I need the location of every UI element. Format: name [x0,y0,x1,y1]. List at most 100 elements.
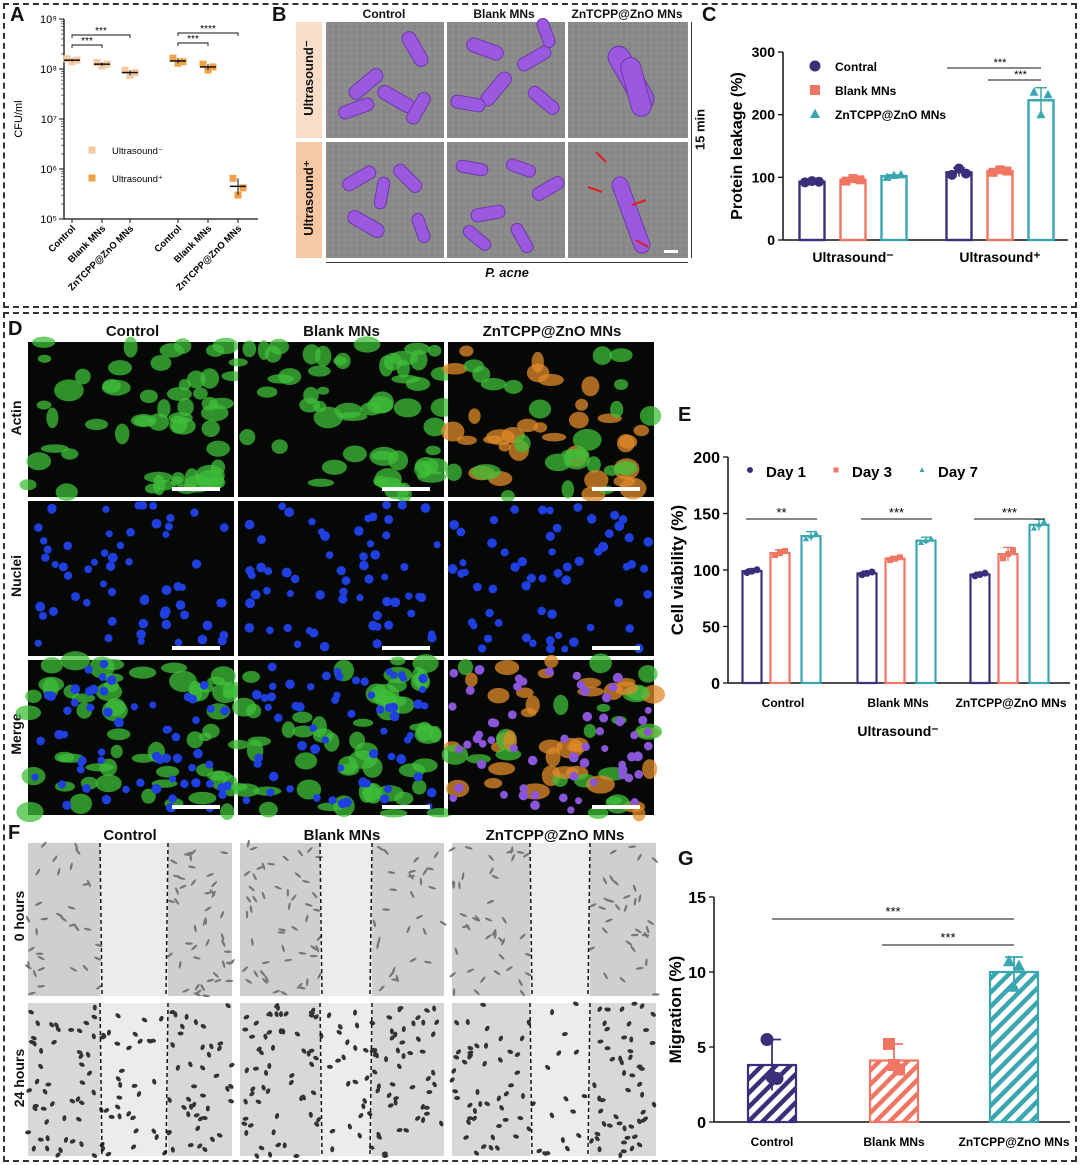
nucleus [544,667,554,676]
cell [589,1138,594,1144]
data-point [855,175,865,185]
x-tick-label: Ultrasound⁺ [959,249,1040,265]
cell [106,1029,111,1036]
nucleus [489,515,499,525]
data-point [772,552,778,559]
cell [514,1070,521,1075]
panel-label-g: G [678,848,694,870]
nucleus [604,529,614,538]
cell [55,1026,61,1032]
data-point [199,60,207,68]
cell [472,1107,477,1114]
cell [407,1051,414,1056]
data-point [770,1072,784,1085]
nucleus [335,672,344,681]
cell [306,1050,311,1057]
cell [190,879,197,886]
cell [486,899,495,904]
cell-body [69,793,93,814]
cell [308,1048,315,1053]
nucleus [582,711,593,722]
nucleus [517,556,527,567]
cell [432,1005,437,1012]
cell-body [553,694,569,716]
cell [622,1070,627,1077]
wound-edge-left [319,842,323,997]
cell-body [487,687,510,704]
nucleus [573,503,583,512]
legend-label: Day 3 [852,464,892,481]
cell [263,1033,268,1040]
nucleus [193,748,203,759]
cell-body [581,376,600,397]
nucleus [595,727,605,736]
cell [34,901,43,906]
cell [252,873,257,881]
cell [297,986,306,990]
significance-label: *** [940,930,955,945]
data-point [995,165,1005,175]
cell [619,1006,625,1012]
cell [25,1130,32,1135]
cell [501,916,507,924]
nucleus [352,676,360,685]
nucleus [161,585,172,596]
cell [625,1087,631,1093]
nucleus [149,501,158,510]
cell [275,1004,280,1011]
nucleus [400,562,409,572]
cell [638,894,642,903]
cell [459,913,468,917]
nucleus [90,558,98,566]
nucleus [220,706,230,716]
cell [422,927,427,936]
cell-body [504,379,523,394]
data-point [813,530,819,536]
nucleus [266,692,276,702]
nucleus [161,619,172,630]
nucleus [217,598,227,608]
cell [250,938,254,946]
nucleus [420,503,431,513]
panel-b-image-grid [326,18,688,258]
cell [407,874,416,878]
cell [472,917,480,922]
y-tick-label: 100 [693,563,720,580]
cell [397,1006,402,1013]
cell [242,1027,249,1032]
nucleus [380,727,388,735]
cell [372,1048,378,1054]
nucleus [618,760,627,769]
cell [330,1146,335,1153]
cell [550,1009,555,1016]
cell [485,934,492,940]
cell-body [95,774,122,793]
cell [117,1113,122,1120]
cell [484,1025,490,1032]
cell-body [441,421,465,442]
cell [489,867,494,875]
cell [37,967,46,972]
cell-layer [34,501,229,647]
cell-body [170,476,184,487]
cell-layer [447,503,654,654]
nucleus [614,599,622,607]
cell [498,937,504,944]
nucleus [54,729,64,740]
cell [255,1099,262,1105]
x-tick-label: Control [762,696,805,710]
data-point [882,172,892,181]
nucleus [35,601,46,612]
panel-label-a: A [10,4,25,26]
cell [426,867,434,871]
cell [422,868,428,876]
significance-label: *** [994,57,1008,69]
nucleus [104,634,113,643]
cell [193,924,197,933]
nucleus [359,560,369,571]
cell [267,1062,272,1069]
nucleus [379,794,390,804]
data-point [954,163,964,174]
scale-bar [382,487,430,491]
cell [116,1095,123,1100]
